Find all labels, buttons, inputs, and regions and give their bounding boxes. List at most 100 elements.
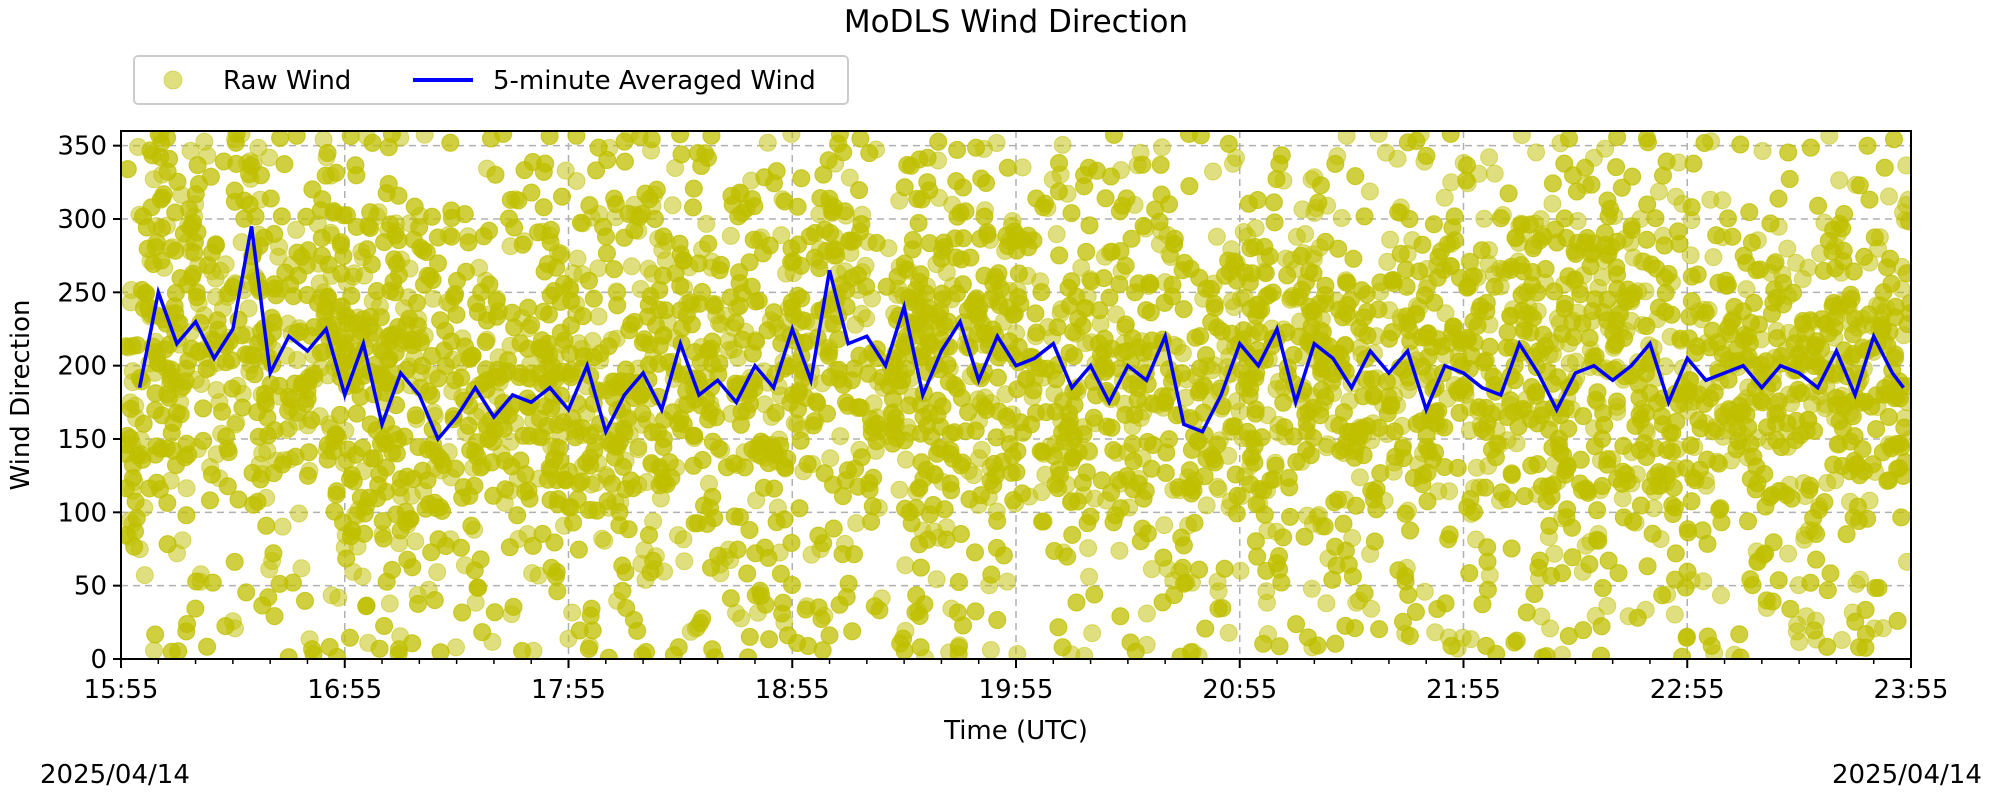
raw-wind-point [1880,187,1898,206]
raw-wind-point [998,572,1017,591]
raw-wind-point [1681,246,1700,265]
raw-wind-point [977,174,995,192]
raw-wind-point [1480,148,1499,167]
raw-wind-point [1787,253,1805,272]
raw-wind-point [1417,146,1436,165]
raw-wind-point [302,411,321,429]
raw-wind-point [782,533,801,552]
raw-wind-point [1540,516,1559,535]
raw-wind-point [1820,131,1839,145]
raw-wind-point [840,168,859,187]
raw-wind-point [534,198,553,217]
raw-wind-point [486,165,505,184]
raw-wind-point [1436,304,1455,323]
raw-wind-point [1418,492,1437,511]
raw-wind-point [1378,252,1397,271]
raw-wind-point [1134,216,1153,235]
raw-wind-point [1789,380,1808,399]
raw-wind-point [896,556,915,575]
raw-wind-point [1592,646,1610,659]
raw-wind-point [972,440,991,459]
raw-wind-point [684,198,702,217]
raw-wind-point [1369,131,1388,143]
raw-wind-point [207,381,226,399]
raw-wind-point [487,307,506,326]
raw-wind-point [1545,282,1564,301]
raw-wind-point [739,648,758,659]
raw-wind-point [1649,182,1668,201]
raw-wind-point [1155,516,1174,535]
raw-wind-point [1050,154,1068,172]
raw-wind-point [1388,149,1407,168]
raw-wind-point [201,491,219,510]
raw-wind-point [121,399,140,418]
raw-wind-point [1389,561,1408,580]
raw-wind-point [697,214,716,233]
raw-wind-point [705,296,724,315]
raw-wind-point [1104,441,1123,460]
raw-wind-point [1257,582,1276,601]
raw-wind-point [1505,633,1524,652]
raw-wind-point [1441,131,1460,143]
raw-wind-point [198,637,217,656]
raw-wind-point [1513,301,1532,320]
raw-wind-point [1897,156,1911,175]
raw-wind-point [1781,599,1800,618]
raw-wind-point [1299,628,1317,647]
raw-wind-point [375,617,394,635]
raw-wind-point [1360,182,1379,201]
raw-wind-point [1406,603,1425,621]
raw-wind-point [1753,142,1772,160]
raw-wind-point [1888,611,1907,630]
raw-wind-point [1180,177,1199,196]
raw-wind-point [1440,482,1459,501]
raw-wind-point [1502,539,1521,558]
raw-wind-point [964,466,983,485]
raw-wind-point [569,540,588,559]
raw-wind-point [1704,248,1723,267]
raw-wind-point [1435,188,1454,207]
raw-wind-point [441,133,460,152]
raw-wind-point [564,513,583,532]
raw-wind-point [975,207,994,226]
raw-wind-point [605,260,624,279]
raw-wind-point [501,190,520,209]
raw-wind-point [903,231,922,249]
raw-wind-point [1048,318,1067,337]
raw-wind-point [1007,463,1026,482]
raw-wind-point [1684,154,1703,173]
raw-wind-point [1293,200,1312,219]
raw-wind-point [1517,603,1536,622]
raw-wind-point [1371,464,1390,483]
raw-wind-point [1204,162,1222,181]
raw-wind-point [237,583,256,602]
raw-wind-point [821,449,840,468]
raw-wind-point [675,552,694,571]
raw-wind-point [1391,244,1410,263]
raw-wind-point [197,360,216,378]
raw-wind-point [269,247,288,266]
raw-wind-point [1362,599,1381,618]
raw-wind-point [146,625,165,644]
raw-wind-point [1381,230,1400,249]
raw-wind-point [1801,573,1820,592]
raw-wind-point [1298,506,1317,525]
raw-wind-point [144,170,163,189]
raw-wind-point [579,639,598,658]
raw-wind-point [1832,631,1851,649]
raw-wind-point [181,141,200,160]
raw-wind-point [327,482,346,501]
raw-wind-point [358,240,377,259]
raw-wind-point [1461,630,1480,649]
raw-wind-point [1424,215,1443,234]
raw-wind-point [519,298,538,317]
raw-wind-point [1377,372,1396,391]
raw-wind-point [556,161,575,180]
raw-wind-point [287,131,306,145]
raw-wind-point [593,529,612,548]
raw-wind-point [1050,246,1069,265]
raw-wind-point [1302,579,1321,598]
raw-wind-point [1847,574,1866,593]
raw-wind-point [1475,209,1494,228]
raw-wind-point [699,234,718,253]
